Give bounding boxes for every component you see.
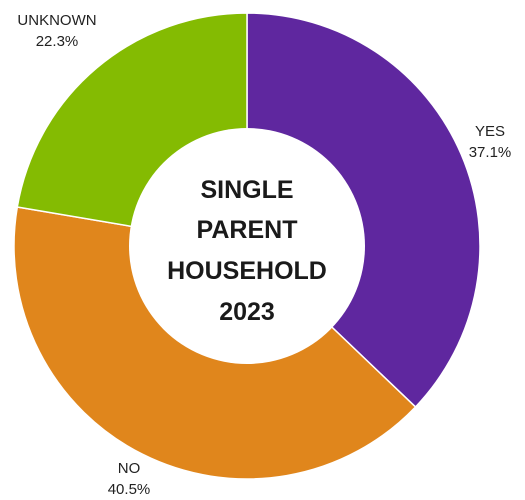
center-title-line-1: SINGLE	[200, 176, 293, 204]
slice-label-no-name: NO	[118, 460, 141, 477]
center-title-line-2: PARENT	[197, 216, 298, 244]
center-title: SINGLE PARENT HOUSEHOLD 2023	[167, 176, 327, 326]
slice-label-yes-value: 37.1%	[469, 144, 512, 161]
slice-label-unknown-name: UNKNOWN	[17, 12, 96, 29]
slice-yes	[246, 12, 481, 409]
slice-label-yes: YES 37.1%	[469, 123, 512, 161]
slice-label-no: NO 40.5%	[108, 460, 151, 498]
donut-hole	[129, 128, 365, 364]
slice-label-unknown-value: 22.3%	[36, 33, 79, 50]
slice-label-unknown: UNKNOWN 22.3%	[17, 12, 96, 50]
center-title-line-4: 2023	[219, 298, 275, 326]
center-title-line-3: HOUSEHOLD	[167, 257, 327, 285]
slice-label-yes-name: YES	[475, 123, 505, 140]
slice-label-no-value: 40.5%	[108, 481, 151, 498]
